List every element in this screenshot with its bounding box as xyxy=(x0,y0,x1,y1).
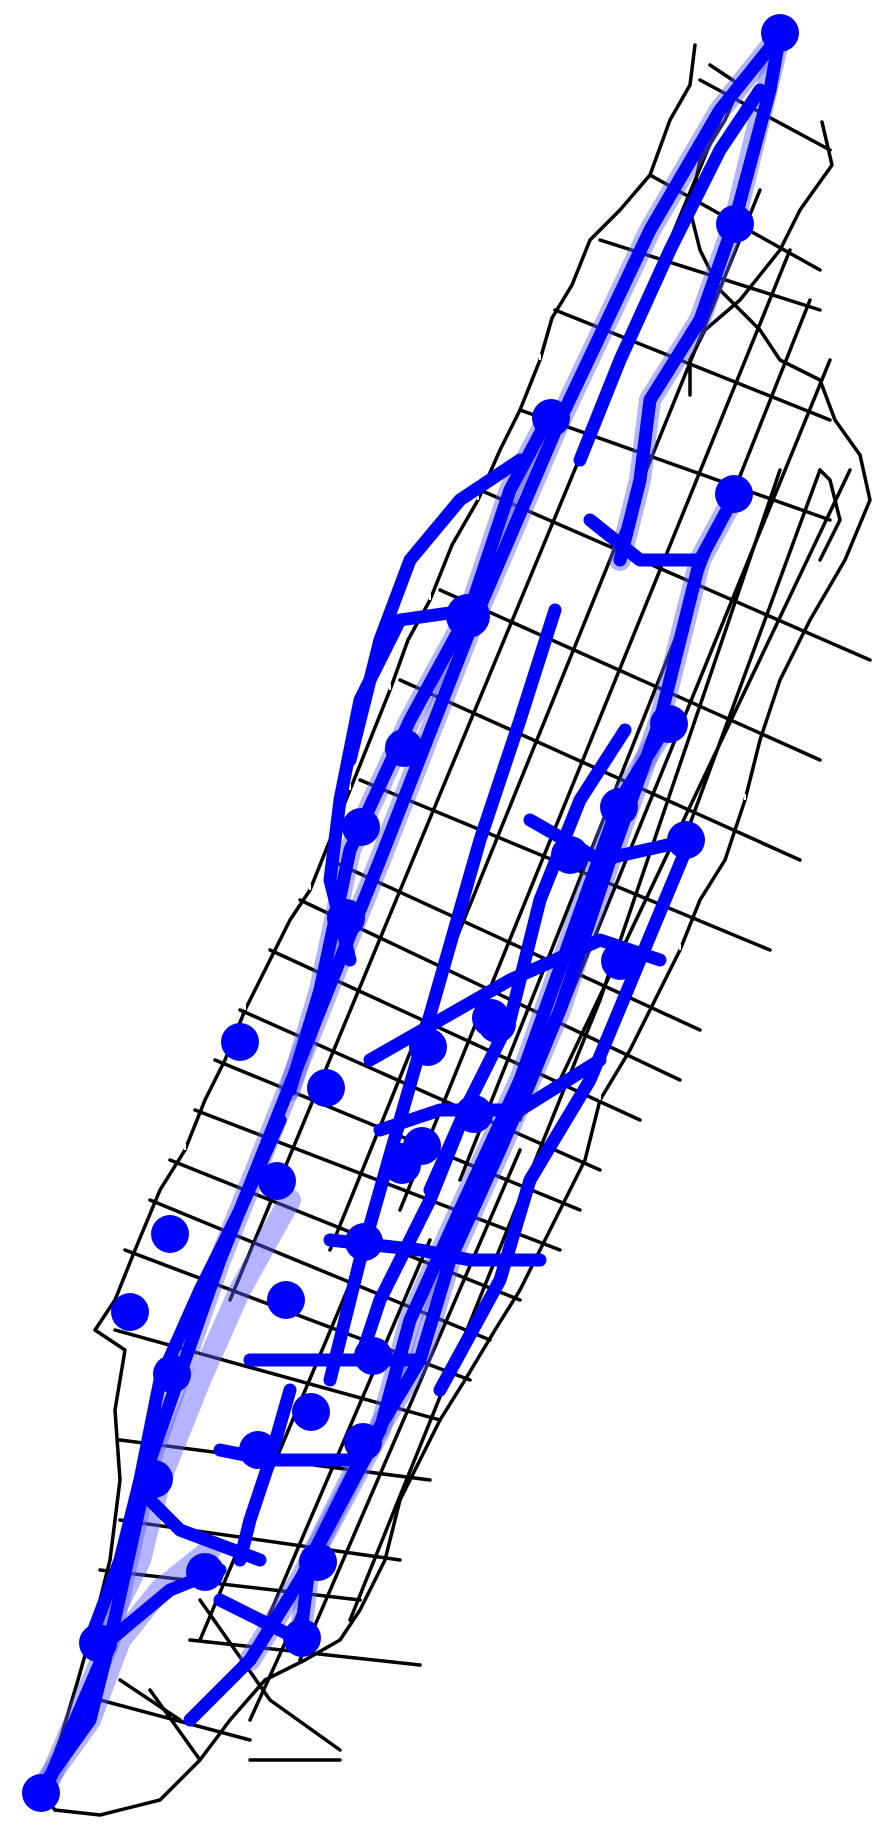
station-marker[interactable] xyxy=(327,899,365,937)
station-marker[interactable] xyxy=(446,594,490,638)
route-line xyxy=(613,28,787,567)
avenue-12 xyxy=(198,1258,362,1642)
avenue-9 xyxy=(348,998,602,1622)
route-line xyxy=(283,408,557,1097)
station-marker[interactable] xyxy=(600,788,638,826)
avenue-10 xyxy=(298,1148,522,1662)
avenue-3 xyxy=(398,248,792,1212)
avenue-11 xyxy=(248,1238,432,1662)
station-marker[interactable] xyxy=(239,1431,277,1469)
route-line xyxy=(573,83,767,467)
station-marker[interactable] xyxy=(22,1774,60,1812)
street-lower-4 xyxy=(118,1518,402,1562)
station-marker[interactable] xyxy=(111,1293,149,1331)
route-halo xyxy=(89,1189,301,1651)
street-upper-10 xyxy=(328,858,702,1032)
station-marker[interactable] xyxy=(307,1069,345,1107)
station-marker[interactable] xyxy=(650,705,688,743)
station-marker[interactable] xyxy=(455,1095,493,1133)
station-marker[interactable] xyxy=(354,1337,392,1375)
station-marker[interactable] xyxy=(715,475,753,513)
route-line xyxy=(243,713,677,1667)
station-marker[interactable] xyxy=(258,1162,296,1200)
station-marker[interactable] xyxy=(761,14,799,52)
route-line xyxy=(353,1093,477,1367)
route-line xyxy=(433,833,697,1397)
downtown-grid-1 xyxy=(198,1598,342,1752)
station-marker[interactable] xyxy=(344,1423,382,1461)
shoreline-east xyxy=(53,63,872,1817)
station-marker[interactable] xyxy=(716,205,754,243)
downtown-grid-5 xyxy=(118,1678,182,1722)
station-marker[interactable] xyxy=(151,1215,189,1253)
station-marker[interactable] xyxy=(383,1146,421,1184)
street-upper-6 xyxy=(478,488,872,662)
station-marker[interactable] xyxy=(221,1023,259,1061)
avenue-7 xyxy=(598,468,782,1002)
route-line xyxy=(583,513,707,567)
street-upper-5 xyxy=(518,408,832,522)
route-line xyxy=(143,1493,267,1567)
route-line xyxy=(233,1383,297,1567)
station-marker[interactable] xyxy=(478,1005,516,1043)
route-line xyxy=(343,453,527,767)
station-marker[interactable] xyxy=(283,1619,321,1657)
station-marker[interactable] xyxy=(551,836,589,874)
station-marker[interactable] xyxy=(186,1553,224,1591)
station-marker[interactable] xyxy=(345,1223,383,1261)
street-gap-marks xyxy=(184,354,746,1150)
station-marker[interactable] xyxy=(667,821,705,859)
station-marker[interactable] xyxy=(153,1355,191,1393)
avenue-4 xyxy=(458,298,812,1182)
street-lower-5 xyxy=(98,1568,362,1602)
station-marker[interactable] xyxy=(79,1624,117,1662)
street-upper-7 xyxy=(438,588,822,762)
street-lower-7 xyxy=(98,1698,252,1742)
station-marker[interactable] xyxy=(409,1028,447,1066)
station-marker[interactable] xyxy=(135,1460,173,1498)
route-line xyxy=(523,813,697,867)
station-marker[interactable] xyxy=(532,399,570,437)
route-line xyxy=(183,1653,257,1727)
downtown-grid-4 xyxy=(148,1688,202,1762)
street-mid-6 xyxy=(168,1158,522,1302)
station-layer xyxy=(22,14,799,1812)
station-marker[interactable] xyxy=(385,729,423,767)
station-marker[interactable] xyxy=(267,1281,305,1319)
station-marker[interactable] xyxy=(342,808,380,846)
station-marker[interactable] xyxy=(299,1543,337,1581)
station-marker[interactable] xyxy=(601,942,639,980)
station-marker[interactable] xyxy=(292,1393,330,1431)
avenue-2 xyxy=(328,188,762,1252)
